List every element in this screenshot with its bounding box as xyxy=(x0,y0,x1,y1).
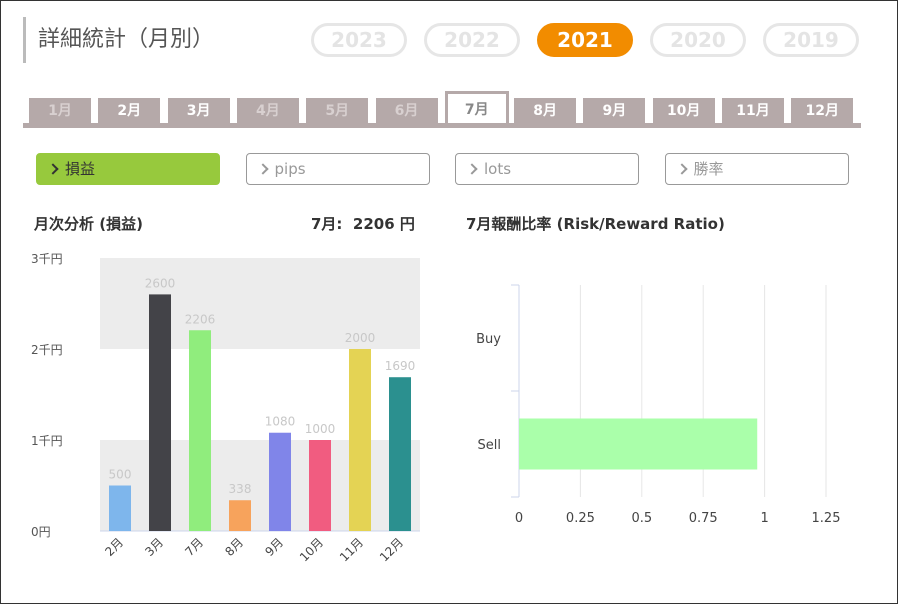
bar[interactable] xyxy=(109,485,131,532)
y-tick-label: 2千円 xyxy=(31,343,63,357)
y-tick-label: Buy xyxy=(476,332,501,347)
year-button-2021[interactable]: 2021 xyxy=(537,23,633,57)
tab-month-8[interactable]: 8月 xyxy=(514,98,577,123)
tab-month-7[interactable]: 7月 xyxy=(444,91,509,127)
y-tick-label: 3千円 xyxy=(31,252,63,266)
bar[interactable] xyxy=(149,294,171,531)
year-button-2020[interactable]: 2020 xyxy=(650,23,746,57)
tab-month-2[interactable]: 2月 xyxy=(98,98,161,123)
year-button-2022[interactable]: 2022 xyxy=(424,23,520,57)
metric-button-2[interactable]: lots xyxy=(455,153,639,185)
y-tick-label: 1千円 xyxy=(31,434,63,448)
tab-month-6[interactable]: 6月 xyxy=(375,98,438,123)
grid-band xyxy=(100,440,420,531)
data-label: 500 xyxy=(109,468,132,482)
tab-month-11[interactable]: 11月 xyxy=(722,98,784,123)
bar[interactable] xyxy=(189,330,211,531)
x-tick-label: 10月 xyxy=(297,535,326,564)
x-tick-label: 1 xyxy=(760,511,768,526)
monthly-chart-heading: 月次分析 (損益) xyxy=(34,215,143,233)
metric-button-0[interactable]: 損益 xyxy=(36,153,220,185)
data-label: 1000 xyxy=(305,422,336,436)
x-tick-label: 2月 xyxy=(102,535,126,559)
ratio-chart-heading: 7月報酬比率 (Risk/Reward Ratio) xyxy=(466,215,725,233)
data-label: 2000 xyxy=(345,331,376,345)
x-tick-label: 7月 xyxy=(182,535,206,559)
page-title: 詳細統計（月別） xyxy=(23,17,214,63)
x-tick-label: 1.25 xyxy=(812,511,841,526)
metric-label: 損益 xyxy=(65,160,96,178)
bar[interactable] xyxy=(309,440,331,531)
year-button-2019[interactable]: 2019 xyxy=(763,23,859,57)
x-tick-label: 0.75 xyxy=(689,511,718,526)
y-tick-label: Sell xyxy=(478,438,501,453)
x-tick-label: 12月 xyxy=(377,535,406,564)
x-tick-label: 3月 xyxy=(142,535,166,559)
tab-month-12[interactable]: 12月 xyxy=(791,98,854,123)
x-tick-label: 0 xyxy=(515,511,523,526)
bar[interactable] xyxy=(229,500,251,531)
year-button-2023[interactable]: 2023 xyxy=(311,23,407,57)
chevron-right-icon xyxy=(466,163,478,175)
data-label: 1690 xyxy=(385,359,416,373)
tab-month-4[interactable]: 4月 xyxy=(236,98,299,123)
tab-month-1[interactable]: 1月 xyxy=(29,98,91,123)
bar[interactable] xyxy=(389,377,411,531)
bar[interactable] xyxy=(269,432,291,531)
ratio-bar-chart: 0 0.25 0.5 0.75 1 1.25 Buy Sell xyxy=(476,284,841,526)
y-tick-label: 0円 xyxy=(31,525,51,539)
chevron-right-icon xyxy=(47,163,59,175)
monthly-bar-chart: 0円 1千円 2千円 3千円 500 2月 2600 3月 2206 7月 338 8月 1080 9月 1… xyxy=(31,252,420,564)
monthly-summary: 7月: 2206 円 xyxy=(311,215,415,233)
metric-button-3[interactable]: 勝率 xyxy=(664,153,849,185)
tab-month-3[interactable]: 3月 xyxy=(167,98,230,123)
data-label: 2206 xyxy=(185,312,216,326)
chevron-right-icon xyxy=(675,163,688,175)
tab-month-5[interactable]: 5月 xyxy=(306,98,369,123)
tab-month-9[interactable]: 9月 xyxy=(583,98,646,123)
month-tabs-baseline xyxy=(23,123,861,128)
data-label: 338 xyxy=(229,482,252,496)
metric-label: 勝率 xyxy=(693,160,724,178)
metric-label: pips xyxy=(274,160,306,178)
x-tick-label: 0.25 xyxy=(566,511,595,526)
data-label: 1080 xyxy=(265,415,296,429)
x-tick-label: 8月 xyxy=(222,535,246,559)
tab-month-10[interactable]: 10月 xyxy=(652,98,715,123)
chevron-right-icon xyxy=(256,163,269,175)
bar[interactable] xyxy=(349,349,371,531)
x-tick-label: 0.5 xyxy=(631,511,652,526)
data-label: 2600 xyxy=(145,276,176,290)
bar[interactable] xyxy=(519,418,758,470)
x-tick-label: 9月 xyxy=(262,535,286,559)
metric-label: lots xyxy=(484,160,512,178)
x-tick-label: 11月 xyxy=(337,535,366,564)
metric-button-1[interactable]: pips xyxy=(245,153,430,185)
